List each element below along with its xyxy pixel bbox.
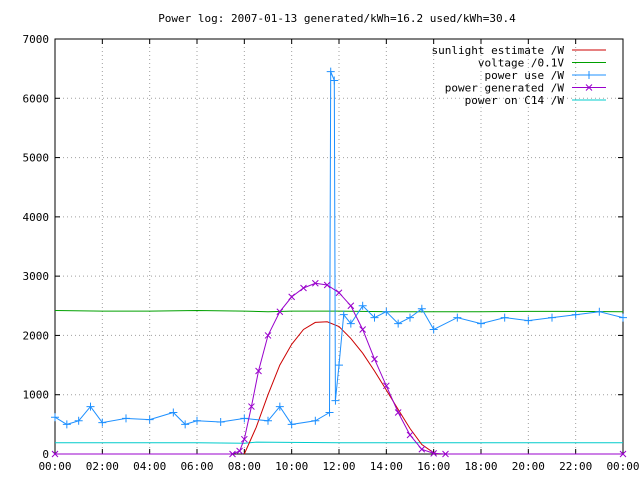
series-point-2 [477,319,485,328]
legend-label: voltage /0.1V [478,57,564,70]
legend-label: power use /W [485,69,565,82]
series-point-2 [86,402,95,411]
series-point-2 [98,418,107,427]
x-tick-label: 00:00 [606,460,639,473]
x-tick-label: 06:00 [180,460,213,473]
legend-label: power generated /W [445,82,565,95]
series-point-2 [370,313,379,322]
series-point-2 [216,417,225,426]
series-point-2 [571,310,580,319]
series-line-0 [243,321,439,455]
series-point-3 [371,355,378,363]
series-point-2 [275,402,284,411]
x-tick-label: 04:00 [133,460,166,473]
series-point-2 [339,310,348,319]
series-point-2 [51,413,59,422]
x-tick-label: 22:00 [559,460,592,473]
series-point-2 [74,416,83,425]
legend-label: sunlight estimate /W [432,44,565,57]
y-tick-label: 1000 [23,389,50,402]
series-point-3 [442,450,449,458]
series-point-3 [323,281,331,289]
series-point-3 [311,279,319,287]
series-point-3 [264,332,272,339]
series-point-3 [236,447,243,455]
series-point-3 [359,326,367,333]
series-point-3 [288,293,296,301]
legend-label: power on C14 /W [465,94,565,107]
series-group [51,67,627,458]
series-point-3 [619,450,627,458]
series-point-3 [276,308,284,316]
series-point-2 [331,396,340,405]
x-tick-label: 08:00 [228,460,261,473]
series-point-2 [264,416,272,425]
series-point-3 [430,450,438,457]
series-point-2 [619,313,627,322]
series-line-1 [54,309,624,313]
chart-title: Power log: 2007-01-13 generated/kWh=16.2… [158,12,516,25]
x-tick-label: 18:00 [464,460,497,473]
y-tick-label: 5000 [23,152,50,165]
series-point-2 [335,361,343,370]
series-point-2 [595,307,604,316]
series-point-2 [417,304,426,313]
series-point-2 [524,316,533,325]
series-point-3 [335,289,343,297]
series-point-2 [325,408,334,417]
series-point-2 [62,420,71,429]
series-point-3 [248,403,255,410]
series-point-2 [330,76,339,85]
series-point-3 [229,450,236,458]
series-point-2 [429,325,438,334]
axes: 0 1000 2000 3000 4000 5000 6000 7000 00:00 02:00 0… [23,33,640,473]
series-point-2 [394,319,403,328]
series-point-2 [240,414,249,423]
series-point-2 [311,416,320,425]
series-point-3 [406,431,414,439]
series-line-2 [54,71,624,425]
series-point-3 [240,435,248,443]
y-tick-label: 4000 [23,211,50,224]
x-tick-label: 10:00 [275,460,308,473]
series-point-2 [193,416,201,425]
series-point-2 [326,67,335,76]
legend-marker [585,84,593,91]
series-point-3 [347,302,355,310]
grid [55,39,623,454]
series-point-2 [181,420,190,429]
x-tick-label: 00:00 [38,460,71,473]
y-tick-label: 3000 [23,270,50,283]
x-tick-label: 14:00 [370,460,403,473]
series-point-3 [418,445,426,453]
series-point-2 [406,313,414,322]
series-point-3 [394,409,402,416]
legend-marker [585,71,593,79]
series-point-2 [287,420,296,429]
y-tick-label: 6000 [23,92,50,105]
series-point-2 [346,319,355,328]
series-point-3 [255,367,262,375]
series-point-2 [548,313,556,322]
series-point-3 [51,450,59,458]
series-point-2 [169,408,178,417]
x-tick-label: 20:00 [512,460,545,473]
series-point-2 [145,415,154,424]
series-point-2 [500,313,509,322]
x-tick-label: 02:00 [86,460,119,473]
series-point-2 [453,313,462,322]
series-point-3 [382,382,390,390]
series-point-2 [382,307,391,316]
y-tick-label: 7000 [23,33,50,46]
y-tick-label: 2000 [23,329,50,342]
x-tick-label: 16:00 [417,460,450,473]
x-tick-label: 12:00 [322,460,355,473]
series-point-2 [358,301,367,310]
series-line-4 [55,441,623,444]
y-tick-label: 0 [42,448,49,461]
series-point-3 [300,284,307,292]
series-point-2 [122,414,130,423]
